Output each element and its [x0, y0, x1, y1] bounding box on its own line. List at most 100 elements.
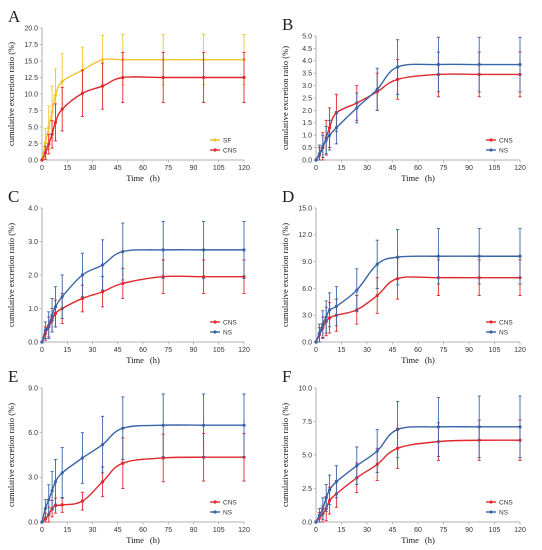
data-point — [43, 328, 47, 332]
legend-label: NS — [499, 509, 509, 516]
data-point — [43, 141, 47, 145]
x-tick-label: 30 — [363, 347, 371, 354]
y-tick-label: 12.0 — [298, 232, 312, 239]
y-tick-label: 10.0 — [298, 385, 312, 392]
x-tick-label: 15 — [63, 527, 71, 534]
y-tick-label: 5.0 — [28, 124, 38, 131]
y-tick-label: 20.0 — [24, 25, 38, 32]
x-tick-label: 90 — [465, 347, 473, 354]
series-line — [41, 249, 244, 343]
x-tick-label: 105 — [489, 347, 501, 354]
y-tick-label: 12.5 — [24, 75, 38, 82]
x-tick-label: 60 — [139, 165, 147, 172]
y-tick-label: 4.5 — [302, 46, 312, 53]
data-point — [80, 296, 84, 301]
data-point — [334, 126, 338, 130]
series-cns — [40, 51, 246, 162]
data-point — [101, 442, 105, 447]
y-axis-title: cumulative excretion ratio (%) — [6, 42, 16, 146]
x-tick-label: 60 — [139, 347, 147, 354]
legend-swatch-marker — [489, 500, 493, 504]
data-point — [121, 249, 125, 254]
panel-letter: D — [282, 187, 294, 206]
x-axis-title: Time (h) — [401, 355, 435, 365]
x-tick-label: 90 — [190, 165, 198, 172]
data-point — [317, 152, 321, 156]
legend-label: NS — [499, 147, 509, 154]
data-point — [202, 75, 206, 80]
x-axis-title: Time (h) — [126, 535, 160, 545]
series-ns — [314, 36, 522, 162]
data-point — [101, 290, 105, 294]
data-point — [40, 158, 44, 162]
y-tick-label: 7.5 — [28, 108, 38, 115]
x-tick-label: 15 — [338, 165, 346, 172]
y-tick-label: 9.0 — [302, 259, 312, 266]
data-point — [121, 75, 125, 80]
data-point — [161, 423, 165, 427]
x-tick-label: 75 — [440, 347, 448, 354]
data-point — [53, 305, 58, 309]
series-line — [41, 424, 244, 523]
data-point — [101, 58, 105, 62]
x-tick-label: 120 — [238, 347, 250, 354]
legend-label: SF — [223, 137, 231, 144]
x-tick-label: 30 — [363, 165, 371, 172]
x-tick-label: 30 — [89, 347, 97, 354]
data-point — [53, 480, 58, 484]
y-tick-label: 0.0 — [28, 339, 38, 346]
y-tick-label: 3.0 — [302, 83, 312, 90]
data-point — [436, 425, 440, 429]
y-tick-label: 0.0 — [302, 339, 312, 346]
data-point — [53, 120, 58, 124]
data-point — [161, 456, 165, 460]
data-point — [324, 496, 328, 500]
data-point — [50, 110, 54, 114]
series-sf — [40, 34, 246, 162]
data-point — [121, 281, 125, 285]
legend-label: NS — [499, 329, 509, 336]
panel-letter: C — [8, 187, 19, 206]
y-tick-label: 5.0 — [302, 452, 312, 459]
data-point — [355, 288, 359, 292]
data-point — [43, 507, 47, 511]
data-point — [60, 503, 64, 507]
x-tick-label: 90 — [465, 165, 473, 172]
data-point — [328, 488, 332, 492]
data-point — [40, 340, 44, 344]
panel-letter: E — [8, 367, 18, 386]
data-point — [202, 423, 206, 427]
x-tick-label: 45 — [114, 165, 122, 172]
x-tick-label: 75 — [164, 527, 172, 534]
series-ns — [40, 393, 246, 524]
data-point — [121, 426, 125, 430]
legend-label: CNS — [223, 319, 237, 326]
panel-e: E 0.0 3.0 6.0 9.0 0 15 30 45 60 75 90 105 120 Time (h) c… — [6, 367, 250, 545]
x-tick-label: 30 — [89, 527, 97, 534]
legend: CNS NS — [210, 319, 237, 336]
data-point — [375, 293, 379, 298]
y-tick-label: 2.5 — [28, 141, 38, 148]
y-tick-label: 3.0 — [28, 475, 38, 482]
series-cns — [40, 432, 246, 524]
y-tick-label: 15.0 — [24, 58, 38, 65]
y-tick-label: 10.0 — [24, 91, 38, 98]
x-axis-title: Time (h) — [401, 173, 435, 183]
data-point — [518, 425, 522, 429]
data-point — [321, 507, 325, 511]
data-point — [60, 107, 64, 111]
panel-b: B 0.0 0.5 1.0 1.5 2.0 2.5 3.0 3.5 4.0 4.5 5.0 0 15 30 4… — [280, 15, 526, 183]
data-point — [355, 106, 359, 110]
y-tick-label: 0.0 — [302, 157, 312, 164]
data-point — [50, 313, 54, 317]
data-point — [324, 138, 328, 142]
panel-letter: F — [282, 367, 291, 386]
legend-swatch-marker — [489, 138, 493, 142]
data-point — [314, 158, 318, 162]
x-tick-label: 0 — [40, 347, 44, 354]
data-point — [317, 331, 321, 335]
x-tick-label: 60 — [139, 527, 147, 534]
x-tick-label: 75 — [164, 165, 172, 172]
x-tick-label: 75 — [440, 527, 448, 534]
x-tick-label: 0 — [40, 527, 44, 534]
